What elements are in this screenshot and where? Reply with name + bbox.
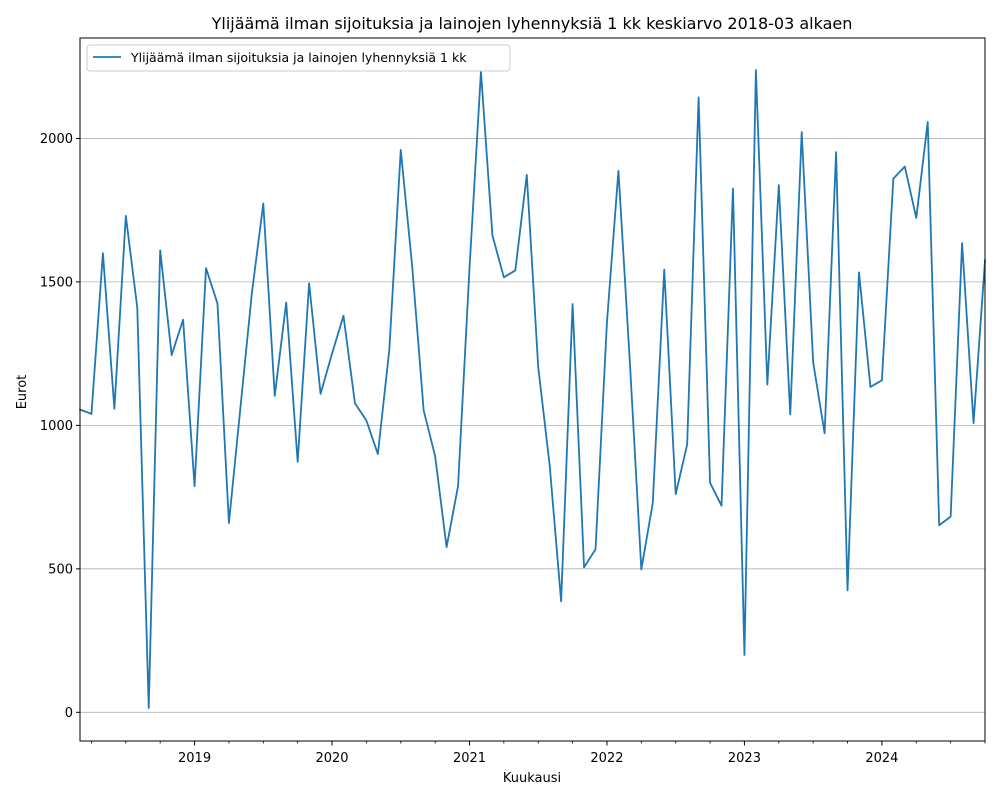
x-axis: 2019 2020 2021 2022 2023 2024: [91, 741, 986, 766]
y-axis-title: Eurot: [15, 375, 30, 410]
plot-frame: [79, 37, 986, 742]
y-axis: 0 500 1000 1500 2000: [40, 132, 80, 721]
y-tick-label: 500: [48, 562, 73, 577]
y-tick-label: 1500: [40, 275, 73, 290]
series-line: [78, 69, 986, 709]
y-tick-label: 2000: [40, 132, 73, 147]
chart-title: Ylijäämä ilman sijoituksia ja lainojen l…: [211, 14, 853, 33]
x-tick-label: 2019: [178, 751, 211, 766]
y-tick-label: 0: [65, 706, 73, 721]
y-gridlines: [80, 138, 985, 713]
x-tick-label: 2024: [865, 751, 898, 766]
x-tick-label: 2022: [590, 751, 623, 766]
x-tick-label: 2020: [315, 751, 348, 766]
x-tick-label: 2023: [728, 751, 761, 766]
series-lines: [78, 69, 986, 709]
x-axis-title: Kuukausi: [503, 771, 561, 786]
legend: Ylijäämä ilman sijoituksia ja lainojen l…: [86, 44, 511, 72]
legend-box: [86, 44, 511, 72]
y-tick-label: 1000: [40, 419, 73, 434]
legend-label: Ylijäämä ilman sijoituksia ja lainojen l…: [130, 50, 467, 65]
x-tick-label: 2021: [453, 751, 486, 766]
